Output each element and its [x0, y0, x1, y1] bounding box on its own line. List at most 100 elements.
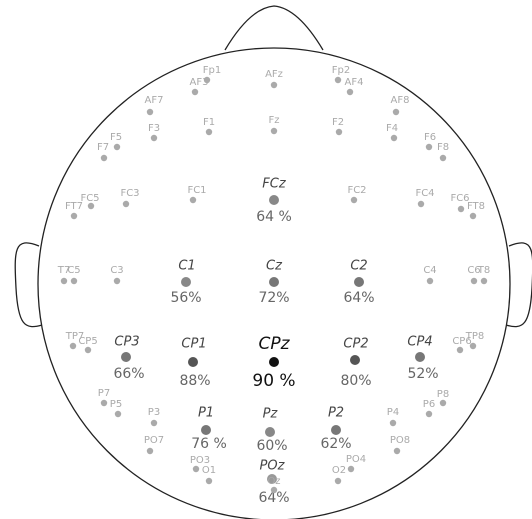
electrode-value: 52%	[407, 366, 438, 382]
electrode-dot	[84, 346, 92, 354]
electrode-dot	[469, 212, 477, 220]
electrode-dot	[269, 195, 279, 205]
electrode-dot	[456, 346, 464, 354]
electrode-label: CP4	[407, 335, 432, 350]
electrode-dot	[390, 134, 398, 142]
electrode-label: CPz	[258, 334, 290, 354]
electrode-dot	[192, 465, 200, 473]
electrode-dot	[457, 205, 465, 213]
electrode-dot	[426, 277, 434, 285]
electrode-label: F5	[110, 132, 122, 143]
electrode-label: FC6	[450, 193, 469, 204]
electrode-label: P8	[437, 389, 449, 400]
electrode-label: FC4	[415, 188, 434, 199]
electrode-dot	[113, 143, 121, 151]
electrode-dot	[334, 76, 342, 84]
electrode-label: P2	[328, 406, 344, 421]
electrode-label: C1	[178, 259, 195, 274]
electrode-dot	[150, 134, 158, 142]
electrode-label: PO8	[390, 435, 410, 446]
electrode-label: AF4	[345, 77, 364, 88]
electrode-label: P1	[198, 406, 214, 421]
electrode-value: 60%	[256, 438, 287, 454]
electrode-label: CP1	[181, 337, 206, 352]
electrode-label: POz	[260, 459, 286, 474]
electrode-label: PO7	[144, 435, 164, 446]
electrode-label: P7	[98, 388, 110, 399]
electrode-label: O2	[332, 465, 346, 476]
electrode-label: F4	[386, 123, 398, 134]
electrode-dot	[389, 419, 397, 427]
electrode-label: C3	[110, 265, 123, 276]
electrode-label: FC1	[187, 185, 206, 196]
electrode-label: P5	[110, 399, 122, 410]
electrode-dot	[347, 465, 355, 473]
electrode-dot	[122, 200, 130, 208]
electrode-label: F7	[97, 142, 109, 153]
electrode-value: 76 %	[191, 436, 227, 452]
electrode-label: T7	[57, 265, 70, 276]
electrode-label: C5	[67, 265, 80, 276]
electrode-dot	[70, 212, 78, 220]
electrode-value: 88%	[179, 373, 210, 389]
electrode-label: Fz	[268, 115, 279, 126]
electrode-label: P4	[387, 407, 399, 418]
electrode-label: F3	[148, 123, 160, 134]
electrode-dot	[150, 419, 158, 427]
electrode-dot	[203, 76, 211, 84]
electrode-dot	[269, 277, 279, 287]
electrode-label: AF7	[145, 95, 164, 106]
electrode-dot	[269, 357, 279, 367]
electrode-dot	[87, 202, 95, 210]
electrode-label: P6	[423, 399, 435, 410]
electrode-label: C6	[467, 265, 480, 276]
electrode-label: Fp2	[332, 65, 350, 76]
electrode-dot	[113, 277, 121, 285]
electrode-label: Pz	[263, 407, 279, 422]
electrode-label: AF3	[190, 77, 209, 88]
electrode-dot	[480, 277, 488, 285]
electrode-dot	[417, 200, 425, 208]
electrode-dot	[191, 88, 199, 96]
electrode-dot	[425, 410, 433, 418]
electrode-dot	[331, 425, 341, 435]
electrode-dot	[70, 277, 78, 285]
electrode-dot	[100, 154, 108, 162]
electrode-label: P3	[148, 407, 160, 418]
electrode-dot	[415, 352, 425, 362]
electrode-dot	[100, 399, 108, 407]
electrode-dot	[146, 447, 154, 455]
electrode-dot	[201, 425, 211, 435]
electrode-label: T8	[477, 265, 490, 276]
electrode-label: Oz	[267, 476, 280, 487]
electrode-value: 64%	[343, 290, 374, 306]
electrode-label: CP3	[114, 335, 139, 350]
electrode-dot	[334, 477, 342, 485]
electrode-dot	[439, 399, 447, 407]
nose	[224, 5, 324, 51]
electrode-dot	[188, 357, 198, 367]
electrode-dot	[205, 477, 213, 485]
electrode-dot	[146, 108, 154, 116]
electrode-label: CP5	[78, 336, 97, 347]
electrode-dot	[350, 355, 360, 365]
electrode-value: 90 %	[252, 371, 295, 391]
right-ear	[505, 242, 532, 328]
electrode-label: Cz	[266, 259, 283, 274]
electrode-label: FT7	[65, 201, 83, 212]
electrode-label: PO3	[190, 455, 210, 466]
electrode-label: C4	[423, 265, 436, 276]
electrode-label: TP8	[465, 331, 485, 342]
left-ear	[14, 242, 43, 328]
electrode-label: C2	[350, 259, 367, 274]
electrode-label: F1	[203, 117, 215, 128]
electrode-label: AF8	[391, 95, 410, 106]
electrode-label: PO4	[346, 454, 366, 465]
electrode-label: TP7	[65, 331, 85, 342]
electrode-dot	[469, 342, 477, 350]
electrode-dot	[470, 277, 478, 285]
electrode-label: FCz	[262, 177, 287, 192]
electrode-value: 64%	[258, 490, 289, 506]
electrode-label: FC2	[347, 185, 366, 196]
electrode-dot	[267, 474, 277, 484]
